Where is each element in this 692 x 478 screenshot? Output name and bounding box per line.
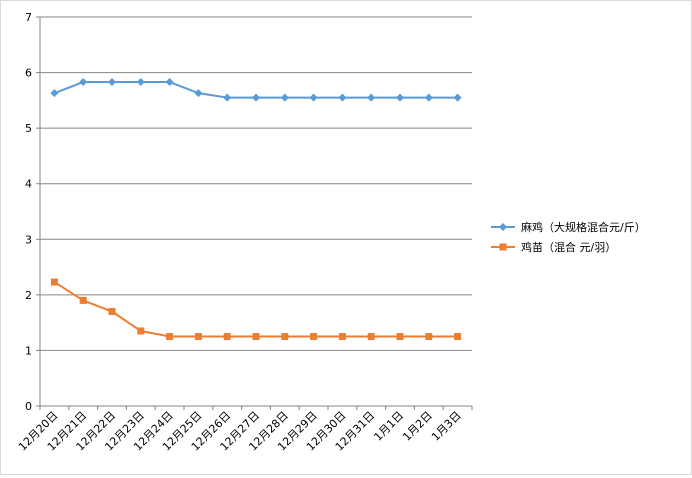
data-point (338, 333, 346, 341)
data-point (79, 296, 87, 304)
data-point (223, 333, 231, 341)
data-point (165, 78, 174, 87)
data-point (137, 327, 145, 335)
x-tick-label: 1月2日 (400, 409, 435, 444)
y-tick-label: 7 (25, 11, 32, 24)
data-point (108, 78, 116, 87)
y-tick-label: 0 (25, 400, 32, 413)
gridlines (40, 16, 472, 351)
data-point (252, 333, 260, 341)
y-tick-label: 2 (25, 289, 32, 302)
x-tick-label: 1月3日 (429, 409, 464, 444)
data-point (252, 93, 260, 102)
data-point (309, 93, 318, 102)
data-point (396, 93, 404, 102)
legend-label: 麻鸡（大规格混合元/斤） (521, 220, 646, 234)
axes (36, 16, 473, 410)
data-point (194, 89, 203, 98)
data-point (425, 333, 433, 341)
data-point (108, 308, 116, 316)
data-point (223, 93, 232, 102)
data-point (280, 93, 289, 102)
data-point (194, 333, 202, 341)
y-tick-label: 4 (25, 178, 32, 191)
data-point (310, 333, 318, 341)
x-axis-ticks: 12月20日12月21日12月22日12月23日12月24日12月25日12月2… (16, 409, 464, 454)
legend: 麻鸡（大规格混合元/斤） 鸡苗（混合 元/羽） (491, 220, 646, 254)
y-tick-label: 5 (25, 122, 32, 135)
data-point (454, 333, 462, 341)
data-point (166, 333, 174, 341)
data-point (338, 93, 347, 102)
data-point (136, 78, 145, 87)
legend-label: 鸡苗（混合 元/羽） (521, 240, 616, 254)
legend-marker (499, 223, 507, 231)
legend-marker (499, 243, 507, 251)
data-point (79, 78, 88, 87)
data-point (453, 93, 462, 102)
data-point (396, 333, 404, 341)
y-tick-label: 3 (25, 233, 32, 246)
data-point (281, 333, 289, 341)
y-axis-ticks: 0 1 2 3 4 5 6 7 (25, 11, 32, 413)
data-point (367, 93, 376, 102)
data-point (50, 89, 59, 98)
data-point (50, 278, 58, 286)
y-tick-label: 1 (25, 344, 32, 357)
x-tick-label: 1月1日 (371, 409, 406, 444)
data-point (367, 333, 375, 341)
data-point (424, 93, 433, 102)
y-tick-label: 6 (25, 67, 32, 80)
series (50, 78, 462, 341)
